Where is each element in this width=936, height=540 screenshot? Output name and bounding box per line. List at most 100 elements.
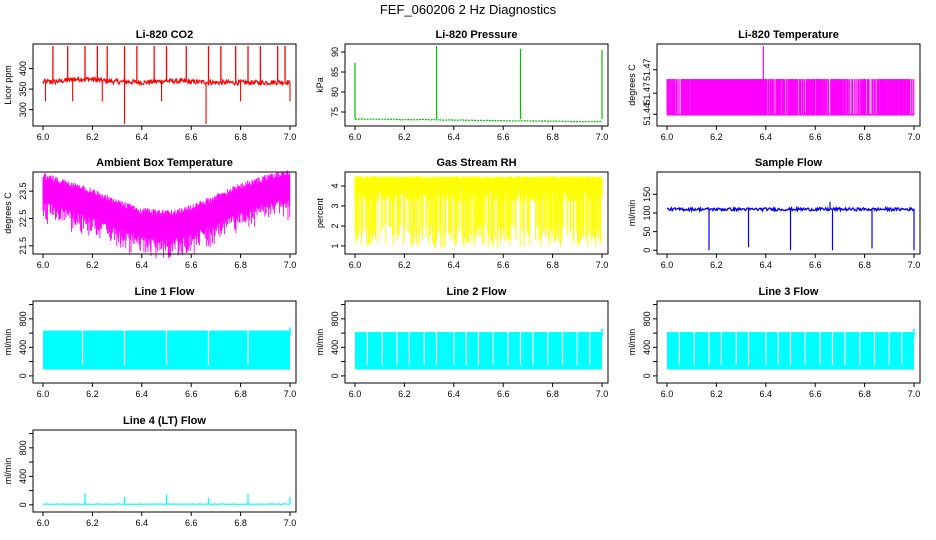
- x-tick-label: 6.6: [497, 132, 510, 142]
- x-tick-label: 6.0: [661, 389, 674, 399]
- data-series: [354, 46, 603, 123]
- panel-title: Sample Flow: [755, 157, 823, 169]
- y-axis: 0 400 800: [18, 304, 33, 378]
- panel-title: Line 2 Flow: [447, 286, 507, 298]
- x-tick-label: 6.4: [760, 132, 773, 142]
- y-tick-label: 85: [330, 67, 340, 77]
- y-tick-label: 0: [18, 502, 28, 507]
- y-axis: 0 400 800: [18, 433, 33, 507]
- panel-title: Li-820 Temperature: [738, 29, 839, 41]
- y-tick-label: 800: [18, 311, 28, 326]
- data-series: [355, 328, 603, 370]
- x-tick-label: 6.2: [710, 132, 723, 142]
- x-tick-label: 6.4: [448, 389, 461, 399]
- x-tick-label: 6.0: [349, 132, 362, 142]
- plot-frame: [344, 300, 609, 384]
- x-tick-label: 6.8: [858, 132, 871, 142]
- x-tick-label: 6.6: [809, 389, 822, 399]
- x-tick-label: 6.8: [234, 260, 247, 270]
- plot-frame: [32, 300, 297, 384]
- y-axis-label: ml/min: [3, 329, 13, 356]
- plot-frame: [32, 429, 297, 513]
- y-tick-label: 23.5: [18, 182, 28, 200]
- x-tick-label: 7.0: [908, 132, 921, 142]
- y-axis: 21.5 22.5 23.5: [18, 182, 33, 255]
- y-tick-label: 150: [642, 187, 652, 202]
- panel-9: Line 3 Flow ml/min 6.0 6.2 6.4 6.6 6.8 7.0 0 400 8…: [627, 286, 921, 399]
- x-tick-label: 7.0: [908, 260, 921, 270]
- panel-title: Li-820 Pressure: [436, 29, 518, 41]
- x-tick-label: 6.8: [234, 518, 247, 528]
- plot-frame: [344, 43, 609, 127]
- x-tick-label: 6.0: [661, 260, 674, 270]
- series-line: [354, 118, 602, 123]
- y-tick-label: 80: [330, 87, 340, 97]
- x-tick-label: 6.4: [448, 260, 461, 270]
- x-tick-label: 6.2: [398, 132, 411, 142]
- x-tick-label: 6.0: [37, 260, 50, 270]
- x-tick-label: 6.6: [809, 260, 822, 270]
- y-tick-label: 51.44: [642, 103, 652, 126]
- data-series: [666, 201, 915, 251]
- y-tick-label: 300: [18, 102, 28, 117]
- x-tick-label: 6.8: [546, 389, 559, 399]
- y-axis-label: ml/min: [3, 458, 13, 485]
- data-series: [42, 46, 291, 124]
- x-tick-label: 6.4: [760, 260, 773, 270]
- y-tick-label: 1: [330, 243, 340, 248]
- x-tick-label: 6.6: [185, 132, 198, 142]
- x-tick-label: 6.8: [858, 260, 871, 270]
- y-axis: 75 80 85 90: [330, 47, 345, 117]
- x-axis: 6.0 6.2 6.4 6.6 6.8 7.0: [37, 512, 296, 528]
- y-axis-label: ml/min: [315, 329, 325, 356]
- x-axis: 6.0 6.2 6.4 6.6 6.8 7.0: [661, 126, 921, 142]
- y-tick-label: 800: [18, 440, 28, 455]
- x-tick-label: 6.6: [185, 518, 198, 528]
- x-tick-label: 6.0: [37, 132, 50, 142]
- y-axis: 0 400 800: [642, 304, 657, 378]
- x-tick-label: 6.8: [234, 132, 247, 142]
- y-tick-label: 350: [18, 82, 28, 97]
- y-tick-label: 21.5: [18, 237, 28, 255]
- y-tick-label: 0: [642, 373, 652, 378]
- data-series: [42, 493, 291, 506]
- y-tick-label: 0: [18, 373, 28, 378]
- plot-frame: [344, 171, 609, 255]
- data-series: [666, 46, 915, 116]
- x-axis: 6.0 6.2 6.4 6.6 6.8 7.0: [37, 254, 297, 270]
- panel-title: Li-820 CO2: [136, 29, 193, 41]
- y-axis-label: ml/min: [627, 200, 637, 227]
- x-tick-label: 6.8: [546, 132, 559, 142]
- y-tick-label: 0: [330, 373, 340, 378]
- x-tick-label: 6.6: [185, 389, 198, 399]
- data-series: [43, 327, 291, 370]
- y-tick-label: 51.47: [642, 59, 652, 82]
- x-tick-label: 6.2: [86, 389, 99, 399]
- panel-2: Li-820 Pressure kPa 6.0 6.2 6.4 6.6 6.8 7.0 75 80…: [315, 29, 609, 142]
- x-tick-label: 7.0: [908, 389, 921, 399]
- x-tick-label: 7.0: [596, 389, 609, 399]
- x-axis: 6.0 6.2 6.4 6.6 6.8 7.0: [661, 254, 921, 270]
- y-tick-label: 400: [642, 340, 652, 355]
- plot-frame: [656, 300, 921, 384]
- y-axis: 300 350 400: [18, 61, 33, 117]
- x-tick-label: 6.4: [760, 389, 773, 399]
- data-series: [667, 328, 915, 370]
- x-tick-label: 7.0: [284, 260, 297, 270]
- x-tick-label: 6.0: [37, 389, 50, 399]
- x-tick-label: 6.0: [349, 260, 362, 270]
- x-axis: 6.0 6.2 6.4 6.6 6.8 7.0: [37, 383, 296, 399]
- y-tick-label: 400: [330, 340, 340, 355]
- x-tick-label: 6.4: [136, 518, 149, 528]
- y-axis: 0 400 800: [330, 304, 345, 378]
- x-axis: 6.0 6.2 6.4 6.6 6.8 7.0: [349, 383, 609, 399]
- y-tick-label: 4: [330, 183, 340, 188]
- y-axis-label: percent: [315, 197, 325, 228]
- y-tick-label: 0: [642, 248, 652, 253]
- y-tick-label: 400: [18, 340, 28, 355]
- panel-8: Line 2 Flow ml/min 6.0 6.2 6.4 6.6 6.8 7.0 0 400 8…: [315, 286, 609, 399]
- y-tick-label: 2: [330, 223, 340, 228]
- panel-5: Gas Stream RH percent 6.0 6.2 6.4 6.6 6.8 7.0 1 2…: [315, 157, 609, 270]
- x-tick-label: 6.0: [37, 518, 50, 528]
